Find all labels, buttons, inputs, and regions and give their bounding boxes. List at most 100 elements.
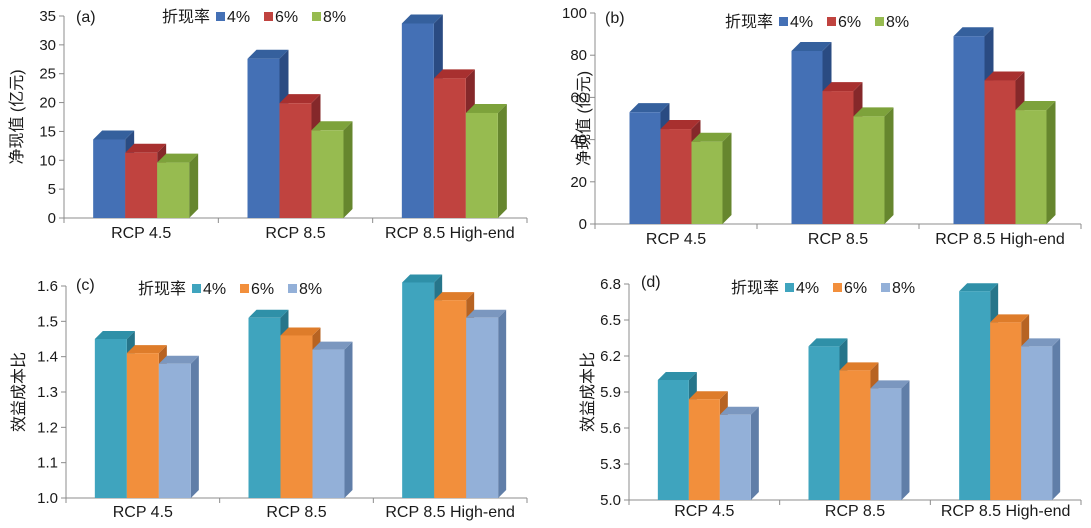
bar-front-face	[125, 152, 158, 218]
bar-top-face	[125, 143, 167, 153]
bar-RCP-85-High-end-8pct	[1015, 101, 1056, 224]
bar-front-face	[984, 80, 1016, 225]
bar-side-face	[343, 121, 353, 218]
bar-front-face	[822, 91, 854, 224]
bar-top-face	[1015, 101, 1056, 111]
bar-front-face	[157, 162, 190, 218]
legend-swatch	[833, 283, 842, 292]
bar-top-face	[959, 283, 999, 292]
legend-swatch	[216, 12, 225, 21]
bar-side-face	[497, 103, 507, 218]
y-tick-label: 30	[39, 37, 56, 54]
chart-d-svg: 5.0 5.3 5.6 5.9 6.2 6.5 6.8 效益成本比 RCP 4.5 RCP 8.5…	[579, 274, 1082, 520]
y-tick-label: 1.1	[37, 455, 58, 472]
bar-front-face	[401, 23, 434, 219]
bar-front-face	[248, 317, 281, 498]
bar-RCP-85-High-end-8pct	[1021, 338, 1061, 500]
y-tick-label: 35	[39, 8, 56, 25]
bar-top-face	[691, 132, 732, 142]
bar-side-face	[722, 132, 732, 224]
y-tick-label: 15	[39, 123, 56, 140]
bar-RCP-85-High-end-8pct	[466, 309, 507, 498]
bar-front-face	[247, 58, 280, 218]
y-tick-label: 100	[562, 5, 587, 22]
bar-top-face	[434, 292, 475, 301]
bar-RCP-85-8pct	[311, 121, 353, 218]
y-axis-label: 效益成本比	[10, 352, 28, 432]
bar-front-face	[466, 317, 499, 498]
bar-side-face	[884, 107, 894, 224]
legend-swatch	[779, 17, 788, 26]
legend-swatch	[288, 284, 297, 293]
legend-entry-label: 4%	[203, 281, 226, 298]
bar-top-face	[248, 309, 289, 318]
bar-side-face	[498, 309, 507, 498]
bar-top-face	[158, 355, 199, 364]
legend-entry-label: 4%	[790, 14, 813, 31]
x-category-label: RCP 8.5	[265, 225, 325, 242]
y-axis-label: 效益成本比	[579, 352, 597, 432]
legend-swatch	[192, 284, 201, 293]
y-tick-label: 40	[570, 132, 587, 149]
bar-top-face	[401, 14, 443, 24]
bar-front-face	[311, 130, 344, 218]
y-tick-label: 20	[39, 95, 56, 112]
bar-top-face	[853, 107, 894, 117]
bar-side-face	[901, 380, 910, 500]
bar-top-face	[94, 331, 135, 339]
bar-top-face	[688, 391, 728, 400]
legend-entry-label: 6%	[838, 14, 861, 31]
x-category-label: RCP 8.5	[825, 503, 885, 520]
bar-side-face	[1046, 101, 1056, 224]
bar-front-face	[126, 353, 159, 498]
y-tick-label: 6.5	[600, 312, 621, 329]
bar-top-face	[433, 69, 475, 79]
y-tick-label: 0	[48, 210, 56, 227]
bar-front-face	[465, 112, 498, 218]
legend-entry-label: 6%	[844, 280, 867, 297]
bar-top-face	[953, 27, 994, 37]
bar-top-face	[990, 314, 1030, 323]
y-tick-label: 1.5	[37, 313, 58, 330]
bar-top-face	[312, 341, 353, 350]
y-tick-label: 20	[570, 174, 587, 191]
bar-front-face	[691, 141, 723, 224]
bar-top-face	[1021, 338, 1061, 347]
bar-front-face	[433, 78, 466, 219]
x-category-label: RCP 8.5	[808, 231, 868, 248]
bar-front-face	[791, 50, 823, 225]
chart-a-svg: 0 5 10 15 20 25 30 35 净现值 (亿元) RCP 4.5 RCP 8.5 RCP …	[8, 8, 528, 242]
bar-front-face	[1015, 110, 1047, 224]
bar-side-face	[190, 355, 199, 498]
x-category-label: RCP 8.5 High-end	[385, 504, 515, 521]
bar-top-face	[839, 362, 879, 371]
bar-top-face	[157, 153, 199, 163]
y-tick-label: 6.8	[600, 276, 621, 293]
y-tick-label: 10	[39, 152, 56, 169]
x-category-label: RCP 8.5 High-end	[935, 231, 1065, 248]
x-category-label: RCP 4.5	[111, 225, 171, 242]
legend-swatch	[264, 12, 273, 21]
y-tick-label: 1.3	[37, 384, 58, 401]
legend-title: 折现率	[162, 8, 210, 26]
legend-swatch	[785, 283, 794, 292]
x-category-label: RCP 8.5 High-end	[385, 225, 515, 242]
bar-side-face	[189, 153, 199, 218]
bar-front-face	[688, 399, 720, 500]
y-tick-label: 5.0	[600, 492, 621, 509]
bar-RCP-45-8pct	[691, 132, 732, 224]
y-tick-label: 1.2	[37, 419, 58, 436]
legend: 折现率 4% 6% 8%	[162, 8, 346, 26]
bar-RCP-45-8pct	[158, 355, 199, 498]
chart-c-svg: 1.0 1.1 1.2 1.3 1.4 1.5 1.6 效益成本比 RCP 4.5 RCP 8.5…	[10, 274, 528, 521]
y-tick-label: 1.4	[37, 349, 58, 366]
bar-RCP-85-8pct	[312, 341, 353, 498]
bar-front-face	[953, 36, 985, 225]
legend-entry-label: 8%	[886, 14, 909, 31]
y-tick-label: 60	[570, 89, 587, 106]
y-tick-label: 1.6	[37, 278, 58, 295]
bar-front-face	[280, 335, 313, 498]
legend-title: 折现率	[138, 280, 186, 298]
legend: 折现率 4% 6% 8%	[725, 13, 909, 31]
bar-top-face	[279, 94, 321, 104]
